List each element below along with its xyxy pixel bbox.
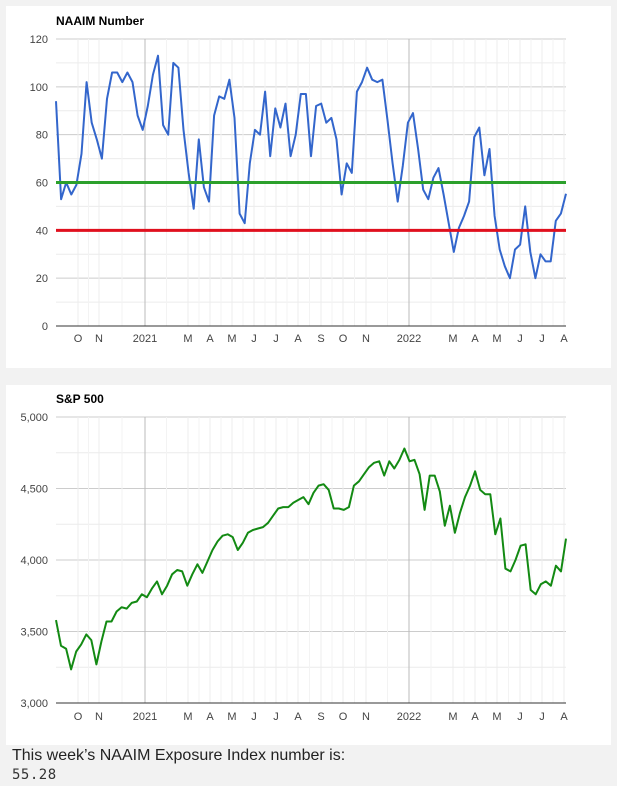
x-tick-label: J	[251, 711, 257, 723]
x-tick-label: 2022	[397, 333, 421, 345]
y-tick-label: 4,500	[20, 484, 48, 496]
y-tick-label: 100	[30, 82, 48, 94]
x-tick-label: N	[95, 711, 103, 723]
x-tick-label: O	[74, 333, 83, 345]
x-tick-label: 2021	[133, 711, 157, 723]
y-tick-label: 60	[36, 178, 48, 190]
x-tick-label: N	[362, 711, 370, 723]
y-tick-label: 0	[42, 321, 48, 333]
x-tick-label: J	[273, 711, 279, 723]
y-tick-label: 5,000	[20, 412, 48, 424]
y-tick-label: 20	[36, 273, 48, 285]
x-tick-label: M	[227, 333, 236, 345]
x-tick-label: M	[227, 711, 236, 723]
x-tick-label: A	[560, 333, 568, 345]
x-tick-label: O	[339, 333, 348, 345]
x-tick-label: 2021	[133, 333, 157, 345]
x-tick-label: N	[362, 333, 370, 345]
x-tick-label: O	[74, 711, 83, 723]
y-tick-label: 3,500	[20, 627, 48, 639]
y-tick-label: 4,000	[20, 555, 48, 567]
x-tick-label: A	[294, 333, 302, 345]
x-tick-label: J	[517, 333, 523, 345]
x-tick-label: S	[317, 711, 324, 723]
x-tick-label: M	[448, 711, 457, 723]
x-tick-label: M	[492, 333, 501, 345]
x-tick-label: A	[206, 333, 214, 345]
x-tick-label: J	[539, 711, 545, 723]
exposure-index-caption: This week’s NAAIM Exposure Index number …	[12, 747, 346, 764]
chart-title: NAAIM Number	[56, 14, 144, 28]
chart-title: S&P 500	[56, 392, 104, 406]
x-tick-label: S	[317, 333, 324, 345]
x-tick-label: M	[183, 333, 192, 345]
x-tick-label: J	[517, 711, 523, 723]
x-tick-label: A	[560, 711, 568, 723]
series-line	[55, 54, 567, 280]
x-tick-label: A	[471, 333, 479, 345]
y-tick-label: 80	[36, 130, 48, 142]
x-tick-label: M	[183, 711, 192, 723]
x-tick-label: J	[251, 333, 257, 345]
series-line	[55, 447, 567, 671]
x-tick-label: M	[448, 333, 457, 345]
x-tick-label: J	[539, 333, 545, 345]
x-tick-label: A	[294, 711, 302, 723]
x-tick-label: M	[492, 711, 501, 723]
y-tick-label: 3,000	[20, 698, 48, 710]
sp500-chart-panel: S&P 500 3,000 3,500 4,000 4,500 5,000 O N 2021 M A…	[6, 385, 611, 745]
x-tick-label: A	[206, 711, 214, 723]
x-tick-label: 2022	[397, 711, 421, 723]
exposure-index-value: 55.28	[12, 767, 57, 783]
naaim-chart-panel: NAAIM Number 0 20 40 60 80 100 120 O N 2021 M A M J J A S…	[6, 6, 611, 368]
y-tick-label: 120	[30, 34, 48, 46]
x-tick-label: N	[95, 333, 103, 345]
y-tick-label: 40	[36, 225, 48, 237]
x-tick-label: J	[273, 333, 279, 345]
x-tick-label: A	[471, 711, 479, 723]
x-tick-label: O	[339, 711, 348, 723]
